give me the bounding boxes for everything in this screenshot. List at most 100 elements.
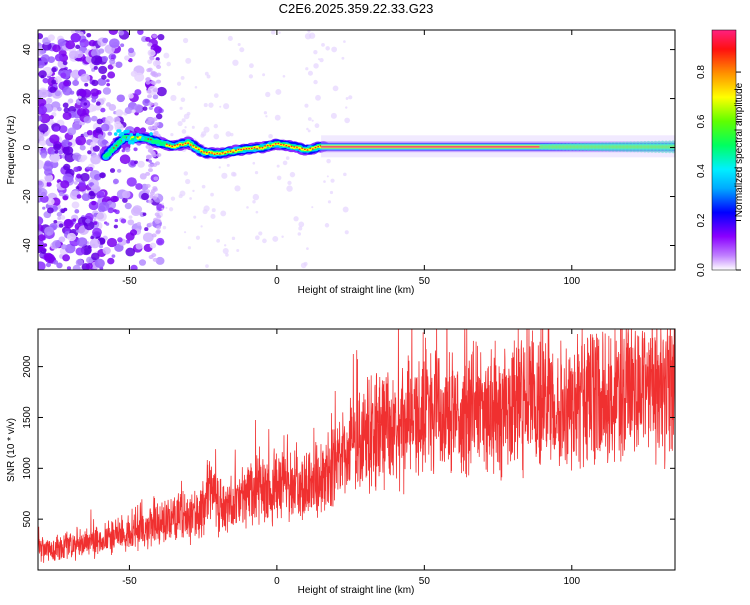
- noise-blob: [57, 216, 62, 221]
- noise-blob-faint: [226, 163, 230, 167]
- noise-blob-faint: [176, 81, 182, 86]
- noise-blob: [90, 154, 101, 165]
- noise-blob-faint: [278, 31, 281, 34]
- noise-blob: [136, 221, 142, 226]
- noise-streak: [156, 225, 162, 230]
- noise-blob: [38, 244, 45, 251]
- noise-blob-faint: [276, 164, 280, 168]
- noise-blob-faint: [206, 74, 211, 79]
- signal-blob: [231, 148, 235, 152]
- signal-blob: [147, 138, 150, 140]
- snr-xtick-label: -50: [122, 576, 137, 587]
- noise-blob-faint: [179, 106, 183, 110]
- noise-blob: [38, 139, 46, 146]
- noise-streak: [152, 187, 158, 192]
- signal-blob: [290, 145, 294, 149]
- signal-blob: [253, 146, 256, 149]
- signal-blob: [223, 150, 227, 154]
- noise-blob: [106, 237, 118, 248]
- noise-blob-faint: [192, 189, 195, 193]
- noise-blob: [91, 98, 97, 103]
- noise-blob-faint: [327, 200, 332, 204]
- noise-blob: [141, 192, 149, 201]
- signal-blob: [229, 150, 232, 152]
- noise-blob-faint: [306, 247, 309, 251]
- noise-blob: [90, 141, 97, 147]
- spectrogram-ytick-label: 40: [22, 44, 33, 56]
- noise-blob-faint: [225, 131, 232, 137]
- noise-blob-faint: [262, 238, 267, 244]
- noise-blob: [60, 215, 66, 220]
- noise-blob: [91, 252, 100, 261]
- noise-blob-faint: [216, 238, 220, 243]
- noise-blob: [116, 94, 126, 103]
- noise-blob-faint: [332, 85, 339, 92]
- noise-streak: [152, 34, 158, 39]
- noise-blob: [90, 88, 100, 97]
- noise-blob: [46, 181, 52, 187]
- noise-blob-faint: [307, 70, 313, 76]
- noise-blob: [98, 201, 110, 212]
- signal-dot: [113, 132, 118, 136]
- noise-blob: [134, 89, 142, 96]
- signal-blob: [105, 152, 112, 157]
- snr-series-line: [38, 329, 675, 563]
- noise-streak: [148, 222, 154, 227]
- signal-dot: [131, 140, 135, 145]
- noise-blob: [46, 232, 51, 236]
- noise-blob: [38, 187, 48, 198]
- noise-blob: [114, 121, 122, 128]
- noise-blob: [64, 243, 76, 254]
- noise-blob: [154, 45, 162, 53]
- noise-blob: [75, 247, 85, 256]
- noise-blob: [106, 82, 111, 87]
- noise-blob: [71, 201, 80, 209]
- noise-blob-faint: [223, 103, 230, 110]
- noise-blob: [107, 207, 114, 214]
- noise-blob: [88, 190, 95, 197]
- signal-blob: [282, 144, 285, 146]
- noise-blob: [126, 177, 137, 187]
- noise-blob: [93, 65, 98, 70]
- noise-blob: [128, 47, 135, 54]
- noise-blob: [102, 37, 109, 44]
- noise-blob-faint: [274, 114, 281, 121]
- noise-blob: [84, 82, 89, 87]
- noise-blob-faint: [293, 216, 299, 222]
- noise-blob: [58, 223, 64, 228]
- noise-blob-faint: [168, 207, 174, 212]
- signal-blob: [136, 136, 139, 138]
- noise-blob: [47, 207, 54, 214]
- noise-blob: [124, 106, 133, 114]
- signal-blob: [264, 145, 266, 147]
- noise-blob: [142, 232, 154, 243]
- spectrogram-frame: [37, 29, 676, 271]
- noise-blob-faint: [189, 197, 192, 200]
- noise-blob: [54, 90, 61, 97]
- noise-blob: [38, 70, 47, 78]
- snr-ytick-label: 1500: [22, 406, 33, 429]
- noise-blob: [139, 127, 147, 134]
- colorbar-tick-label: 0.2: [696, 213, 707, 227]
- snr-panel: -50 0 50 100 500 1000 1500 2000 Height of strai…: [6, 328, 676, 596]
- noise-blob: [80, 172, 90, 182]
- signal-blob: [219, 153, 221, 155]
- noise-streak: [145, 77, 151, 82]
- snr-data: [38, 329, 675, 563]
- noise-streak: [145, 80, 151, 85]
- noise-blob-faint: [201, 131, 207, 137]
- colorbar-tick-label: 0.6: [696, 114, 707, 128]
- noise-blob-faint: [187, 246, 192, 250]
- noise-blob: [78, 89, 87, 97]
- noise-blob: [133, 104, 144, 113]
- spectrogram-ytick-label: 20: [22, 93, 33, 105]
- noise-blob-faint: [232, 59, 239, 66]
- noise-streak: [145, 171, 151, 176]
- signal-blob: [314, 146, 317, 149]
- signal-blob: [216, 152, 219, 155]
- noise-streak: [156, 79, 162, 84]
- noise-blob-faint: [286, 185, 293, 192]
- noise-blob-faint: [222, 247, 229, 255]
- noise-blob-faint: [331, 46, 338, 53]
- noise-blob: [80, 73, 91, 83]
